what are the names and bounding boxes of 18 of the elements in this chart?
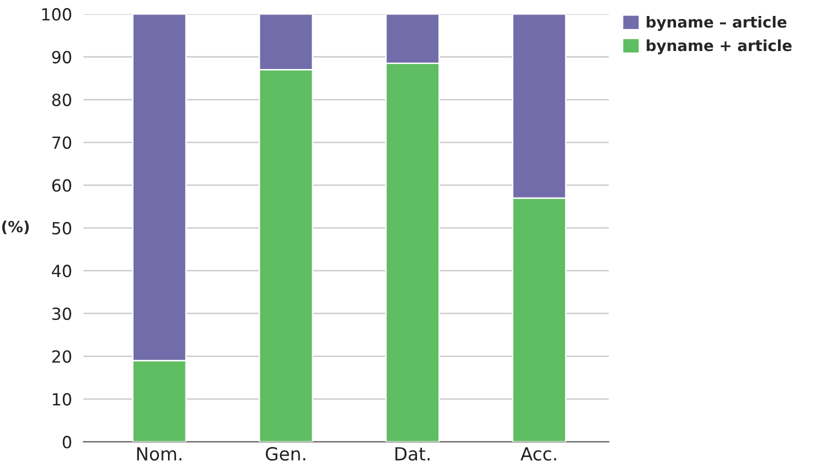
y-tick-label: 30 <box>52 307 72 320</box>
y-axis-title: (%) <box>2 220 29 234</box>
x-tick-label: Dat. <box>395 447 430 461</box>
y-tick-label: 0 <box>62 436 72 448</box>
y-tick-label: 70 <box>52 136 72 149</box>
y-tick-label: 100 <box>42 8 72 21</box>
x-tick-label: Nom. <box>137 447 182 461</box>
y-tick-label: 50 <box>52 222 72 235</box>
legend-label: byname – article <box>646 16 786 31</box>
y-tick-label: 60 <box>52 179 72 192</box>
y-tick-label: 90 <box>52 50 72 64</box>
y-tick-label: 20 <box>52 350 72 363</box>
y-tick-label: 40 <box>52 264 72 278</box>
y-tick-label: 10 <box>52 392 72 406</box>
x-tick-label: Acc. <box>520 447 556 461</box>
y-tick-label: 80 <box>52 94 72 106</box>
legend-label: byname + article <box>646 39 792 54</box>
x-tick-label: Gen. <box>266 446 306 461</box>
